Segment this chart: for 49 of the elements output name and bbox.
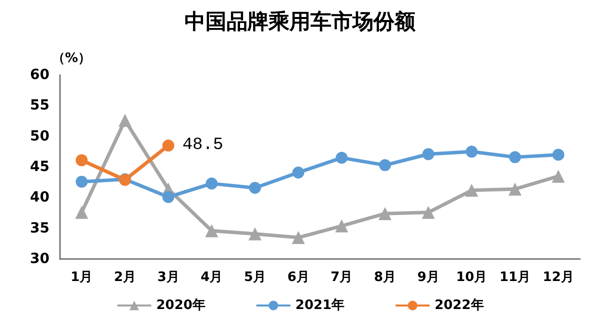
x-tick-label: 9月 <box>417 270 440 285</box>
point <box>552 170 565 183</box>
point <box>292 231 305 244</box>
data-label: 48.5 <box>182 136 224 156</box>
point <box>76 154 88 166</box>
legend-label: 2022年 <box>434 298 484 313</box>
y-tick-label: 60 <box>30 67 50 83</box>
point <box>552 148 564 161</box>
point <box>422 206 435 219</box>
x-tick-label: 11月 <box>499 270 531 285</box>
y-axis-title: （%） <box>52 51 92 66</box>
point <box>162 140 174 152</box>
y-tick-label: 35 <box>30 220 50 236</box>
point <box>466 146 478 158</box>
x-tick-label: 1月 <box>70 270 93 285</box>
point <box>509 151 521 164</box>
x-tick-label: 10月 <box>456 270 488 285</box>
point <box>422 148 434 160</box>
point <box>335 219 348 232</box>
point <box>508 182 522 196</box>
x-tick-label: 4月 <box>200 270 223 285</box>
point <box>465 184 478 197</box>
point <box>248 227 262 240</box>
point <box>336 152 348 164</box>
x-tick-label: 3月 <box>157 270 180 285</box>
y-tick-label: 30 <box>30 251 50 267</box>
point <box>249 182 261 194</box>
x-tick-label: 7月 <box>330 270 353 285</box>
chart-title: 中国品牌乘用车市场份额 <box>184 10 416 34</box>
y-tick-label: 40 <box>30 190 50 206</box>
point <box>75 206 88 219</box>
point <box>378 207 392 220</box>
point <box>206 178 218 190</box>
x-tick-label: 6月 <box>287 270 310 285</box>
x-tick-label: 5月 <box>244 270 266 285</box>
legend-label: 2020年 <box>156 298 206 313</box>
point <box>205 224 218 238</box>
x-tick-label: 8月 <box>374 270 396 285</box>
point <box>118 114 132 127</box>
y-tick-label: 45 <box>30 159 50 175</box>
x-tick-label: 2月 <box>114 270 136 285</box>
point <box>292 166 304 179</box>
y-tick-label: 55 <box>30 98 50 114</box>
point <box>162 191 174 204</box>
x-tick-label: 12月 <box>542 270 574 285</box>
legend-label: 2021年 <box>295 298 345 313</box>
point <box>379 159 391 172</box>
point <box>76 176 88 188</box>
y-tick-label: 50 <box>30 128 50 144</box>
